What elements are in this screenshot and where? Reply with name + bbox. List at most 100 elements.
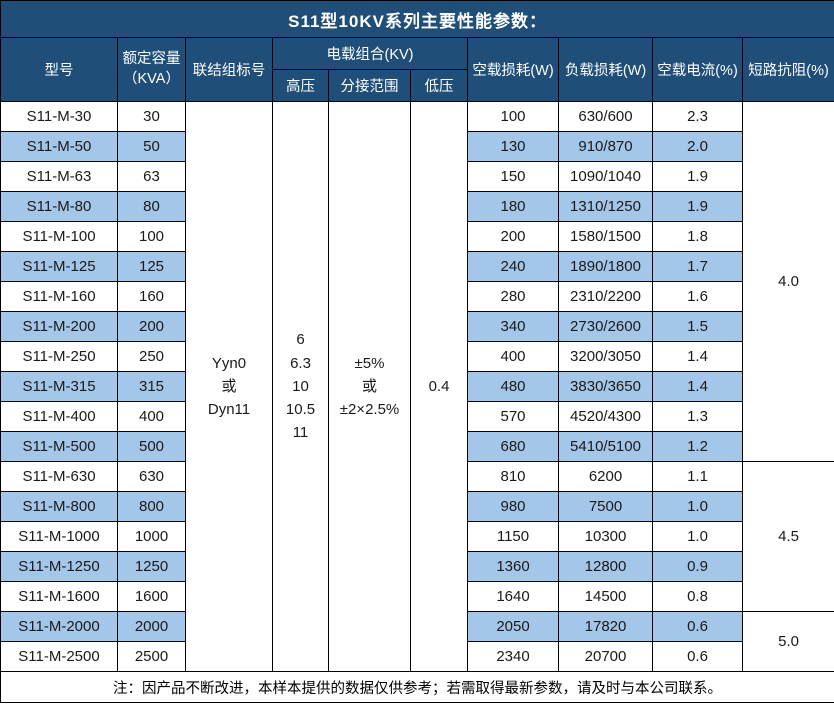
- cell-model: S11-M-630: [0, 461, 118, 492]
- cell-low-voltage: 0.4: [410, 101, 468, 672]
- table-row: S11-M-160 160 280 2310/2200 1.6: [0, 281, 834, 312]
- cell-no-load-current: 1.4: [652, 341, 743, 372]
- cell-no-load-current: 1.1: [652, 461, 743, 492]
- cell-no-load-current: 1.0: [652, 491, 743, 522]
- cell-load-loss: 3830/3650: [558, 371, 653, 402]
- cell-rated-capacity: 80: [117, 191, 186, 222]
- cell-no-load-current: 1.0: [652, 521, 743, 552]
- table-row: S11-M-100 100 200 1580/1500 1.8: [0, 221, 834, 252]
- cell-no-load-current: 1.9: [652, 191, 743, 222]
- col-header-tap-range: 分接范围: [328, 69, 411, 102]
- cell-no-load-loss: 480: [467, 371, 559, 402]
- cell-no-load-loss: 680: [467, 431, 559, 462]
- cell-model: S11-M-160: [0, 281, 118, 312]
- table-row: S11-M-250 250 400 3200/3050 1.4: [0, 341, 834, 372]
- cell-no-load-loss: 130: [467, 131, 559, 162]
- table-row: S11-M-200 200 340 2730/2600 1.5: [0, 311, 834, 342]
- cell-rated-capacity: 160: [117, 281, 186, 312]
- cell-model: S11-M-1600: [0, 581, 118, 612]
- table-row: S11-M-1000 1000 1150 10300 1.0: [0, 521, 834, 552]
- cell-short-circuit-impedance: 5.0: [741, 611, 834, 672]
- cell-no-load-loss: 100: [467, 101, 559, 132]
- cell-load-loss: 2310/2200: [558, 281, 653, 312]
- cell-no-load-current: 2.0: [652, 131, 743, 162]
- table-row: S11-M-400 400 570 4520/4300 1.3: [0, 401, 834, 432]
- table-row: S11-M-30 30 Yyn0 或 Dyn11 6 6.3 10 10.5 11 ±5…: [0, 101, 834, 672]
- cell-model: S11-M-1250: [0, 551, 118, 582]
- col-header-connection: 联结组标号: [185, 37, 273, 102]
- title-bar: S11型10KV系列主要性能参数：: [0, 0, 834, 38]
- cell-rated-capacity: 315: [117, 371, 186, 402]
- cell-no-load-current: 1.7: [652, 251, 743, 282]
- table-row: S11-M-1600 1600 1640 14500 0.8: [0, 581, 834, 612]
- cell-no-load-loss: 1150: [467, 521, 559, 552]
- cell-no-load-loss: 2050: [467, 611, 559, 642]
- cell-rated-capacity: 30: [117, 101, 186, 132]
- cell-no-load-loss: 810: [467, 461, 559, 492]
- cell-rated-capacity: 1250: [117, 551, 186, 582]
- cell-no-load-loss: 200: [467, 221, 559, 252]
- table-row: S11-M-630 630 810 6200 1.1 4.5: [0, 461, 834, 612]
- cell-load-loss: 14500: [558, 581, 653, 612]
- cell-load-loss: 3200/3050: [558, 341, 653, 372]
- cell-rated-capacity: 100: [117, 221, 186, 252]
- cell-no-load-current: 1.6: [652, 281, 743, 312]
- cell-rated-capacity: 2000: [117, 611, 186, 642]
- cell-load-loss: 6200: [558, 461, 653, 492]
- cell-tap-range: ±5% 或 ±2×2.5%: [328, 101, 411, 672]
- cell-load-loss: 1090/1040: [558, 161, 653, 192]
- cell-model: S11-M-800: [0, 491, 118, 522]
- cell-no-load-current: 1.2: [652, 431, 743, 462]
- cell-no-load-current: 0.6: [652, 611, 743, 642]
- cell-rated-capacity: 50: [117, 131, 186, 162]
- cell-no-load-loss: 1640: [467, 581, 559, 612]
- col-header-load-loss: 负载损耗(W): [558, 37, 653, 102]
- cell-rated-capacity: 63: [117, 161, 186, 192]
- cell-rated-capacity: 1000: [117, 521, 186, 552]
- cell-rated-capacity: 200: [117, 311, 186, 342]
- cell-no-load-current: 0.6: [652, 641, 743, 672]
- table-row: S11-M-1250 1250 1360 12800 0.9: [0, 551, 834, 582]
- cell-high-voltage: 6 6.3 10 10.5 11: [272, 101, 329, 672]
- col-header-capacity: 额定容量 （KVA）: [117, 37, 186, 102]
- col-header-no-load-current: 空载电流(%): [652, 37, 743, 102]
- cell-no-load-loss: 150: [467, 161, 559, 192]
- cell-model: S11-M-250: [0, 341, 118, 372]
- cell-no-load-loss: 340: [467, 311, 559, 342]
- cell-load-loss: 12800: [558, 551, 653, 582]
- table-row: S11-M-63 63 150 1090/1040 1.9: [0, 161, 834, 192]
- cell-model: S11-M-2000: [0, 611, 118, 642]
- cell-model: S11-M-80: [0, 191, 118, 222]
- cell-load-loss: 1580/1500: [558, 221, 653, 252]
- cell-no-load-loss: 280: [467, 281, 559, 312]
- col-header-load-combo: 电载组合(KV): [272, 37, 468, 70]
- cell-model: S11-M-2500: [0, 641, 118, 672]
- cell-no-load-loss: 400: [467, 341, 559, 372]
- cell-no-load-current: 1.3: [652, 401, 743, 432]
- cell-short-circuit-impedance: 4.0: [741, 101, 834, 462]
- cell-load-loss: 7500: [558, 491, 653, 522]
- cell-rated-capacity: 250: [117, 341, 186, 372]
- cell-rated-capacity: 500: [117, 431, 186, 462]
- cell-no-load-loss: 570: [467, 401, 559, 432]
- cell-no-load-loss: 980: [467, 491, 559, 522]
- cell-model: S11-M-30: [0, 101, 118, 132]
- table-row: S11-M-2000 2000 2050 17820 0.6 5.0: [0, 611, 834, 672]
- cell-short-circuit-impedance: 4.5: [741, 461, 834, 612]
- cell-no-load-loss: 180: [467, 191, 559, 222]
- cell-model: S11-M-200: [0, 311, 118, 342]
- cell-rated-capacity: 1600: [117, 581, 186, 612]
- cell-load-loss: 5410/5100: [558, 431, 653, 462]
- cell-model: S11-M-315: [0, 371, 118, 402]
- cell-rated-capacity: 125: [117, 251, 186, 282]
- col-header-lv: 低压: [410, 69, 468, 102]
- cell-model: S11-M-50: [0, 131, 118, 162]
- cell-no-load-current: 1.4: [652, 371, 743, 402]
- cell-rated-capacity: 400: [117, 401, 186, 432]
- col-header-impedance: 短路抗阻(%): [741, 37, 834, 102]
- cell-rated-capacity: 800: [117, 491, 186, 522]
- page-title: S11型10KV系列主要性能参数：: [0, 0, 834, 38]
- cell-no-load-loss: 240: [467, 251, 559, 282]
